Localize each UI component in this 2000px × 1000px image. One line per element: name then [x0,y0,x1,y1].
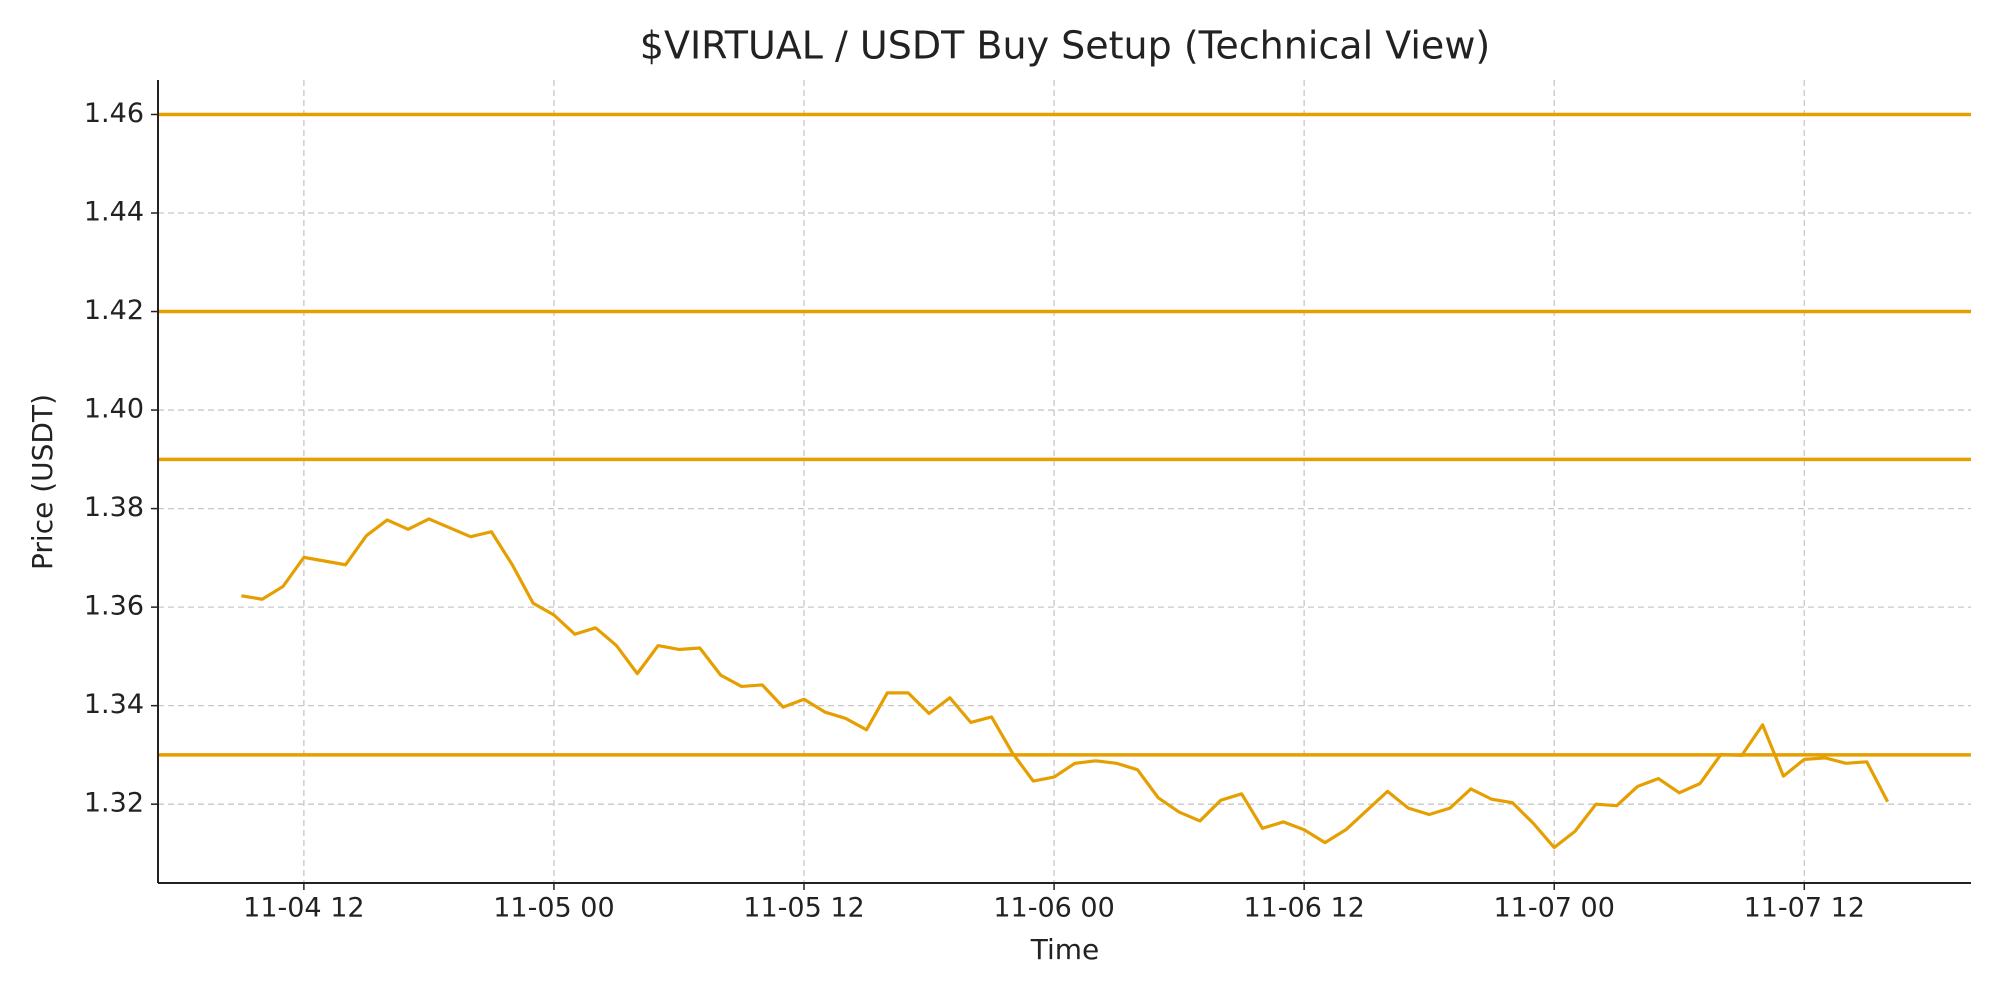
chart-title: $VIRTUAL / USDT Buy Setup (Technical Vie… [640,24,1490,68]
x-axis-label: Time [1030,933,1100,966]
x-tick-label: 11-07 00 [1494,893,1615,924]
x-tick-label: 11-04 12 [243,893,364,924]
x-tick-label: 11-07 12 [1744,893,1865,924]
y-tick-label: 1.32 [84,788,144,819]
y-tick-label: 1.44 [84,197,144,228]
price-line [241,517,1890,850]
y-tick-label: 1.34 [84,689,144,720]
y-axis-label: Price (USDT) [26,394,59,570]
y-tick-label: 1.42 [84,295,144,326]
x-tick-label: 11-06 12 [1243,893,1364,924]
y-tick-label: 1.38 [84,492,144,523]
y-tick-label: 1.40 [84,394,144,425]
x-tick-label: 11-05 00 [493,893,614,924]
y-tick-label: 1.36 [84,591,144,622]
x-tick-label: 11-06 00 [993,893,1114,924]
y-tick-label: 1.46 [84,98,144,129]
x-tick-label: 11-05 12 [743,893,864,924]
